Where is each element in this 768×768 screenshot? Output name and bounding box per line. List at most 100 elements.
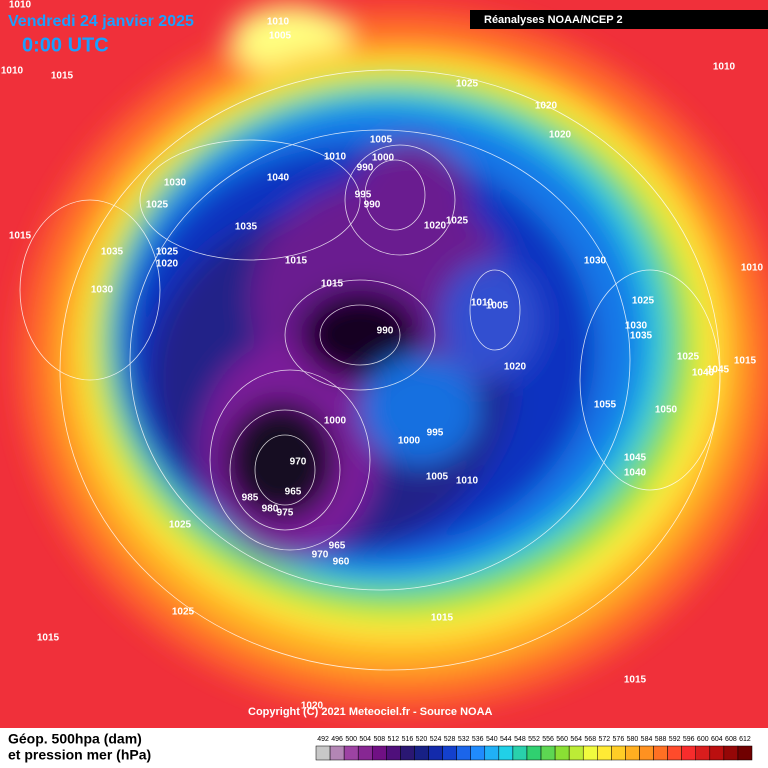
scale-cell	[540, 745, 556, 761]
scale-cell	[414, 745, 429, 761]
isobar-label: 965	[329, 541, 346, 552]
scale-label: 592	[669, 736, 681, 743]
scale-label: 568	[584, 736, 596, 743]
scale-cell	[386, 745, 401, 761]
isobar-label: 1025	[456, 79, 479, 90]
scale-cell	[625, 745, 640, 761]
isobar-label: 1030	[164, 178, 187, 189]
scale-label: 540	[486, 736, 498, 743]
scale-label: 556	[542, 736, 554, 743]
scale-cell	[456, 745, 471, 761]
isobar-label: 1025	[146, 200, 169, 211]
isobar-label: 1010	[456, 476, 479, 487]
isobar-label: 1015	[285, 256, 308, 267]
isobar-label: 1040	[692, 368, 715, 379]
isobar-label: 990	[357, 163, 374, 174]
geopotential-field	[20, 5, 768, 710]
isobar-label: 975	[277, 508, 294, 519]
legend-title-line1: Géop. 500hpa (dam)	[8, 731, 142, 747]
scale-label: 536	[472, 736, 484, 743]
scale-cell	[498, 745, 514, 761]
scale-label: 500	[345, 736, 357, 743]
legend-title-line2: et pression mer (hPa)	[8, 747, 151, 763]
scale-cell	[582, 745, 598, 761]
scale-label: 532	[458, 736, 470, 743]
scale-cell	[554, 745, 570, 761]
scale-label: 524	[430, 736, 442, 743]
isobar-label: 1055	[594, 400, 617, 411]
isobar-label: 1005	[269, 31, 292, 42]
scale-label: 600	[697, 736, 709, 743]
scale-label: 552	[528, 736, 540, 743]
isobar-label: 1005	[426, 472, 449, 483]
isobar-label: 1020	[424, 221, 447, 232]
isobar-label: 1030	[625, 321, 648, 332]
isobar-label: 1025	[446, 216, 469, 227]
source-box	[470, 10, 768, 29]
isobar-label: 1005	[370, 135, 393, 146]
time-title: 0:00 UTC	[22, 34, 109, 56]
isobar-label: 990	[364, 200, 381, 211]
scale-cell	[343, 745, 359, 761]
scale-label: 516	[402, 736, 414, 743]
scale-cell	[357, 745, 373, 761]
scale-label: 604	[711, 736, 723, 743]
scale-label: 496	[331, 736, 343, 743]
isobar-label: 1000	[398, 436, 421, 447]
isobar-label: 970	[312, 550, 329, 561]
scale-label: 548	[514, 736, 526, 743]
scale-cell	[597, 745, 612, 761]
isobars	[19, 69, 721, 671]
scale-label: 564	[570, 736, 582, 743]
isobar-label: 1025	[677, 352, 700, 363]
scale-cell	[709, 745, 725, 761]
scale-label: 584	[641, 736, 653, 743]
isobar-label: 1020	[535, 101, 558, 112]
isobar-label: 1010	[9, 0, 32, 11]
isobar-label: 1010	[471, 298, 494, 309]
isobar-label: 1015	[51, 71, 74, 82]
scale-label: 588	[655, 736, 667, 743]
isobar-label: 1025	[169, 520, 192, 531]
isobar-label: 1000	[372, 153, 395, 164]
isobar-label: 1015	[624, 675, 647, 686]
scale-cell	[611, 745, 626, 761]
scale-cell	[526, 745, 542, 761]
scale-cell	[639, 745, 654, 761]
isobar-label: 960	[333, 557, 350, 568]
isobar-label: 1015	[37, 633, 60, 644]
scale-cell	[315, 745, 331, 761]
scale-label: 576	[613, 736, 625, 743]
scale-label: 492	[317, 736, 329, 743]
copyright: Copyright (C) 2021 Meteociel.fr - Source…	[248, 706, 493, 718]
isobar-label: 1045	[707, 365, 730, 376]
scale-label: 596	[683, 736, 695, 743]
scale-label: 544	[500, 736, 512, 743]
scale-cell	[681, 745, 696, 761]
scale-label: 612	[739, 736, 751, 743]
isobar-label: 1010	[713, 62, 736, 73]
scale-cell	[329, 745, 345, 761]
isobar-label: 1030	[91, 285, 114, 296]
scale-cell	[470, 745, 486, 761]
isobar-label: 1045	[624, 453, 647, 464]
isobar-label: 995	[427, 428, 444, 439]
isobar-label: 1020	[156, 259, 179, 270]
isobar-label: 1050	[655, 405, 678, 416]
isobar-label: 1025	[632, 296, 655, 307]
isobar-label: 1005	[486, 301, 509, 312]
scale-label: 608	[725, 736, 737, 743]
scale-label: 512	[388, 736, 400, 743]
scale-cell	[737, 745, 753, 761]
isobar-label: 970	[290, 457, 307, 468]
scale-cell	[667, 745, 682, 761]
scale-cell	[568, 745, 584, 761]
scale-label: 560	[556, 736, 568, 743]
scale-cell	[400, 745, 415, 761]
isobar-label: 1035	[101, 247, 124, 258]
scale-cell	[512, 745, 528, 761]
isobar-label: 1035	[235, 222, 258, 233]
isobar-label: 1010	[267, 17, 290, 28]
